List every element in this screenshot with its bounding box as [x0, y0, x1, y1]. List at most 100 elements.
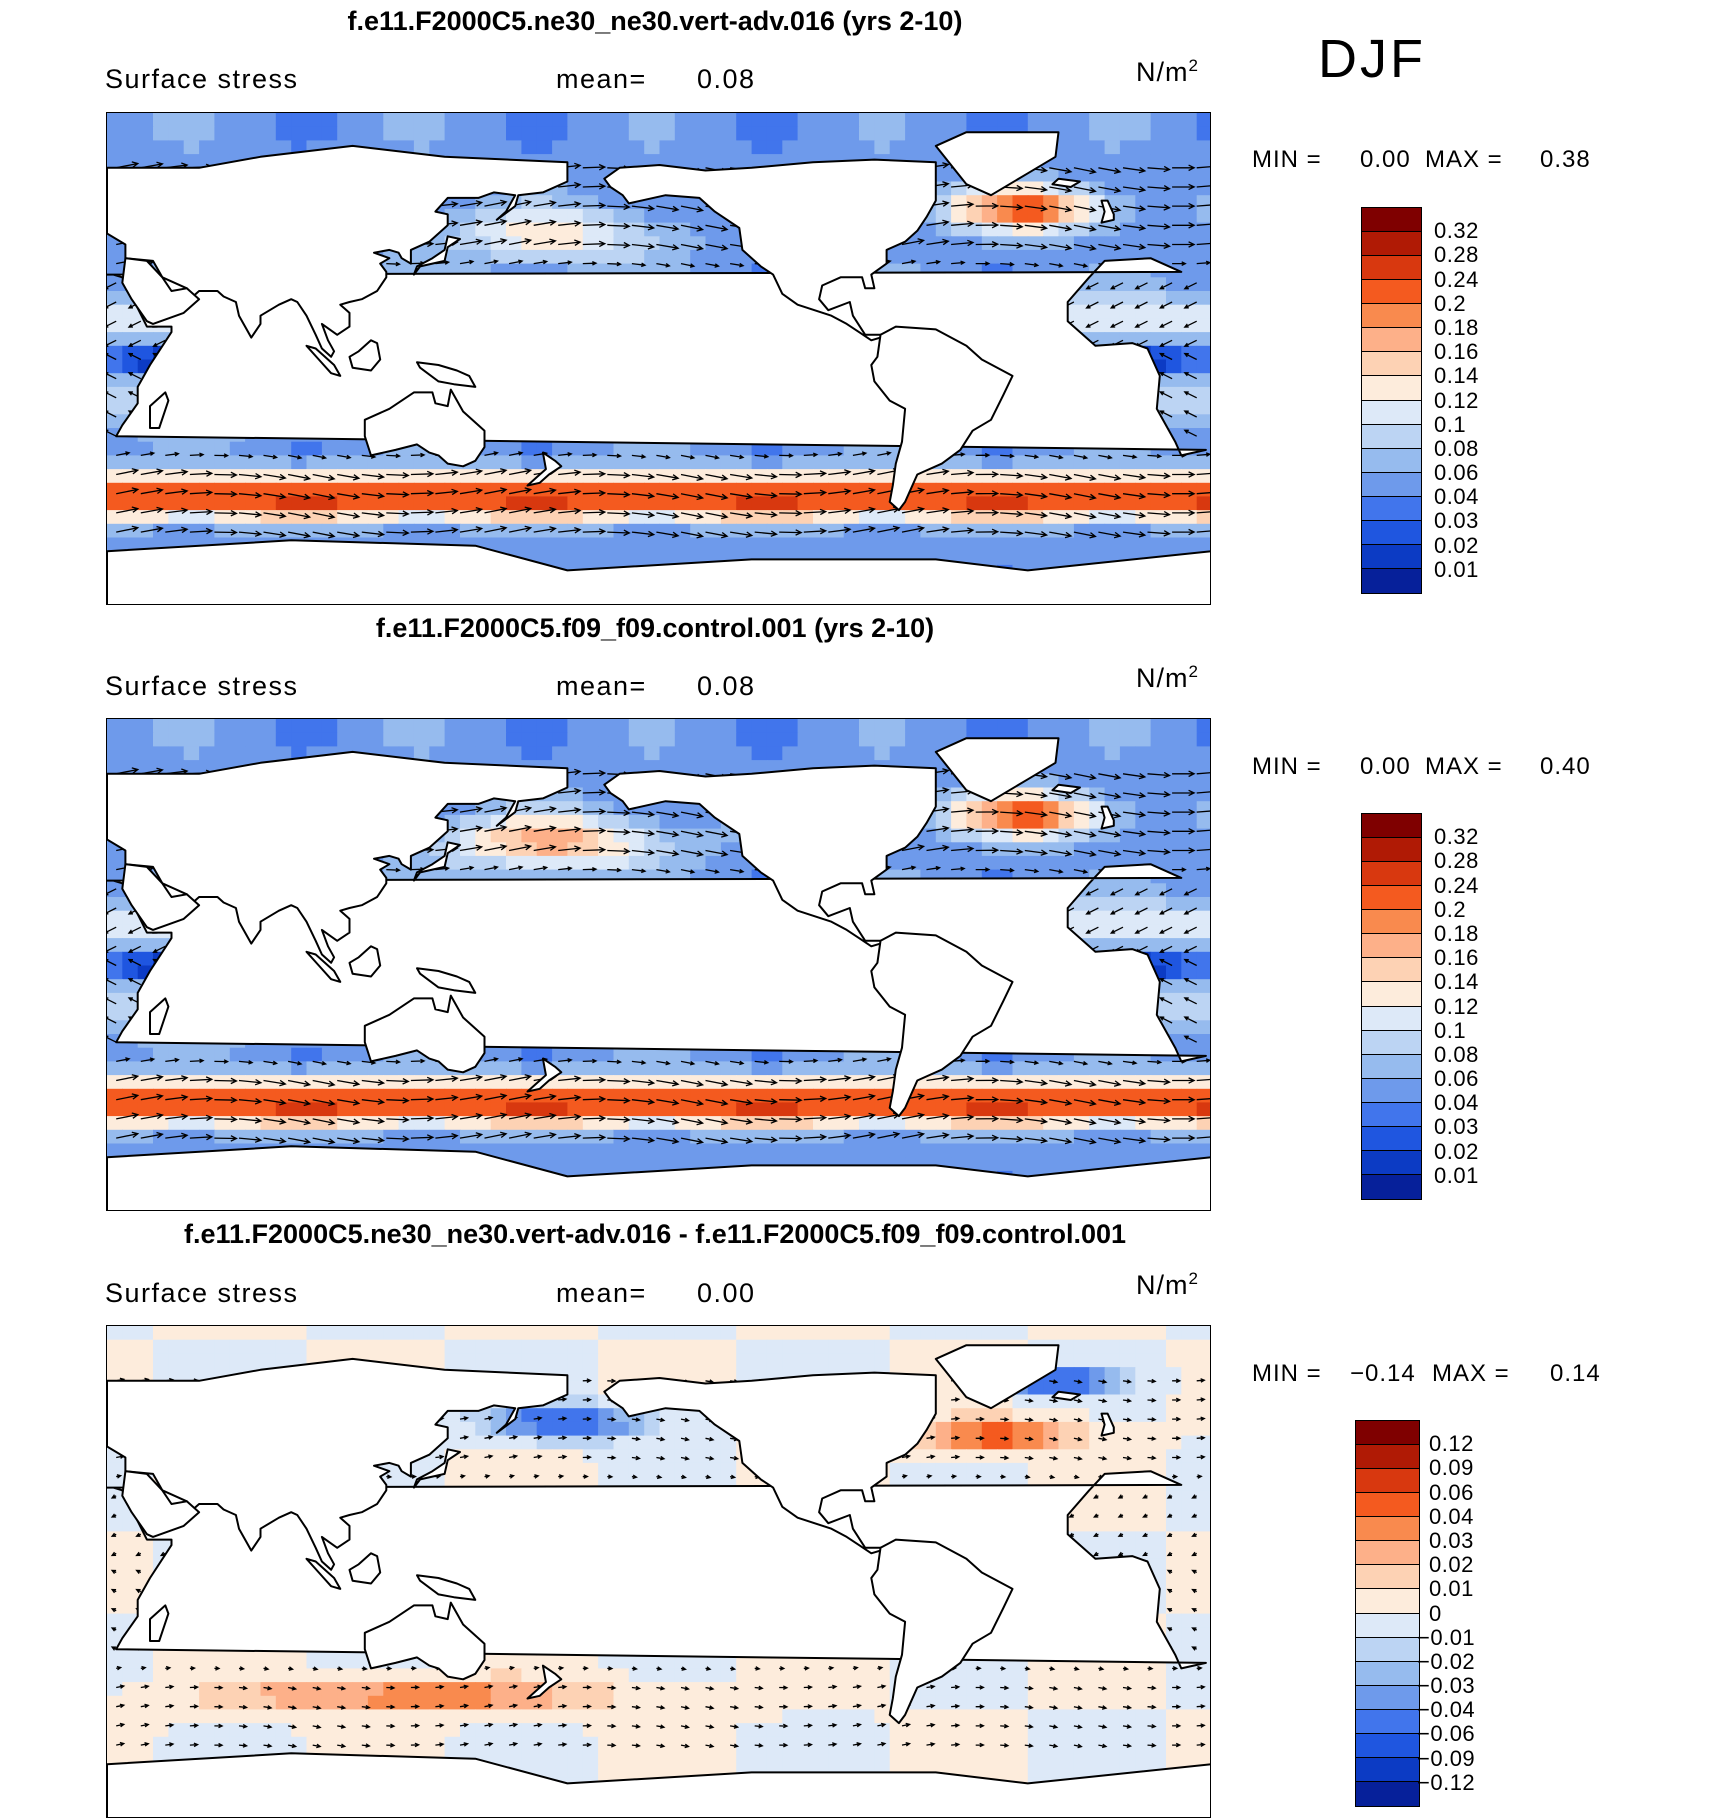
field-cell	[659, 441, 676, 456]
field-cell	[214, 496, 231, 511]
field-cell	[1196, 869, 1210, 884]
field-cell	[1150, 924, 1167, 939]
field-cell	[137, 719, 154, 734]
field-cell	[1043, 773, 1060, 789]
field-cell	[1012, 482, 1029, 498]
field-cell	[1166, 979, 1182, 994]
field-cell	[644, 814, 661, 830]
field-cell	[659, 814, 676, 830]
stress-arrow	[656, 473, 680, 481]
stress-arrow	[705, 262, 720, 268]
field-cell	[1135, 814, 1152, 830]
field-cell	[1135, 140, 1152, 155]
field-cell	[199, 746, 215, 761]
field-cell	[782, 746, 799, 761]
stress-arrow	[238, 472, 263, 480]
field-cell	[690, 249, 707, 265]
stress-arrow	[1196, 530, 1210, 533]
field-cell	[582, 842, 599, 857]
field-cell	[444, 249, 461, 265]
field-cell	[1166, 965, 1182, 980]
field-cell	[122, 345, 139, 361]
field-cell	[659, 113, 676, 128]
field-cell	[552, 208, 568, 224]
field-cell	[1196, 773, 1210, 789]
field-cell	[782, 523, 799, 539]
field-cell	[567, 551, 584, 566]
field-cell	[966, 537, 983, 552]
field-cell	[552, 222, 568, 237]
field-cell	[337, 496, 354, 511]
field-cell	[107, 951, 123, 967]
field-cell	[1196, 965, 1210, 980]
field-cell	[966, 249, 983, 265]
stress-arrow	[1098, 167, 1122, 175]
field-cell	[705, 154, 722, 169]
field-cell	[367, 510, 384, 525]
field-cell	[1135, 537, 1152, 552]
field-cell	[321, 455, 338, 470]
field-cell	[1166, 414, 1182, 429]
field-cell	[168, 154, 185, 169]
field-cell	[444, 113, 461, 128]
field-cell	[1073, 855, 1090, 871]
stress-arrow	[1196, 242, 1210, 246]
field-cell	[1166, 951, 1182, 967]
field-cell	[214, 732, 231, 747]
stress-arrow	[1196, 260, 1210, 266]
field-cell	[644, 126, 661, 141]
stress-arrow	[337, 473, 361, 481]
stress-arrow	[582, 163, 607, 171]
field-cell	[859, 510, 875, 525]
field-cell	[613, 719, 630, 734]
field-cell	[674, 236, 691, 251]
field-cell	[153, 441, 169, 456]
field-cell	[981, 719, 998, 734]
field-cell	[245, 719, 261, 734]
field-cell	[889, 746, 906, 761]
stress-arrow	[1147, 242, 1172, 250]
field-cell	[1181, 746, 1198, 761]
field-cell	[352, 113, 369, 128]
field-cell	[429, 496, 446, 511]
field-cell	[920, 140, 937, 155]
stress-arrow	[607, 491, 631, 498]
field-cell	[751, 760, 768, 775]
field-cell	[352, 469, 369, 484]
field-cell	[429, 746, 446, 761]
field-cell	[122, 965, 139, 980]
field-cell	[1012, 523, 1029, 539]
stress-arrow	[508, 487, 533, 495]
field-cell	[628, 455, 645, 470]
field-cell	[153, 113, 169, 128]
stress-arrow	[1024, 224, 1049, 231]
colorbar-swatch	[1362, 448, 1421, 473]
coastline	[412, 235, 461, 276]
field-cell	[107, 760, 123, 775]
field-cell	[291, 126, 308, 141]
stress-arrow	[656, 224, 680, 232]
field-cell	[1166, 760, 1182, 775]
field-cell	[321, 496, 338, 511]
field-cell	[981, 828, 998, 843]
field-cell	[905, 719, 921, 734]
field-cell	[1166, 386, 1182, 402]
stress-arrow	[533, 487, 557, 495]
field-cell	[736, 496, 753, 511]
field-cell	[429, 236, 446, 251]
coastline	[416, 361, 477, 388]
field-cell	[813, 537, 829, 552]
field-cell	[1089, 208, 1106, 224]
field-cell	[321, 719, 338, 734]
field-cell	[981, 469, 998, 484]
stress-arrow	[214, 529, 238, 536]
field-cell	[536, 236, 553, 251]
field-cell	[582, 828, 599, 843]
stress-arrow	[926, 219, 950, 227]
stress-arrow	[484, 525, 508, 533]
stress-arrow	[140, 525, 164, 533]
field-cell	[705, 249, 722, 265]
field-cell	[1043, 167, 1060, 183]
field-cell	[1196, 373, 1210, 388]
field-cell	[843, 746, 860, 761]
